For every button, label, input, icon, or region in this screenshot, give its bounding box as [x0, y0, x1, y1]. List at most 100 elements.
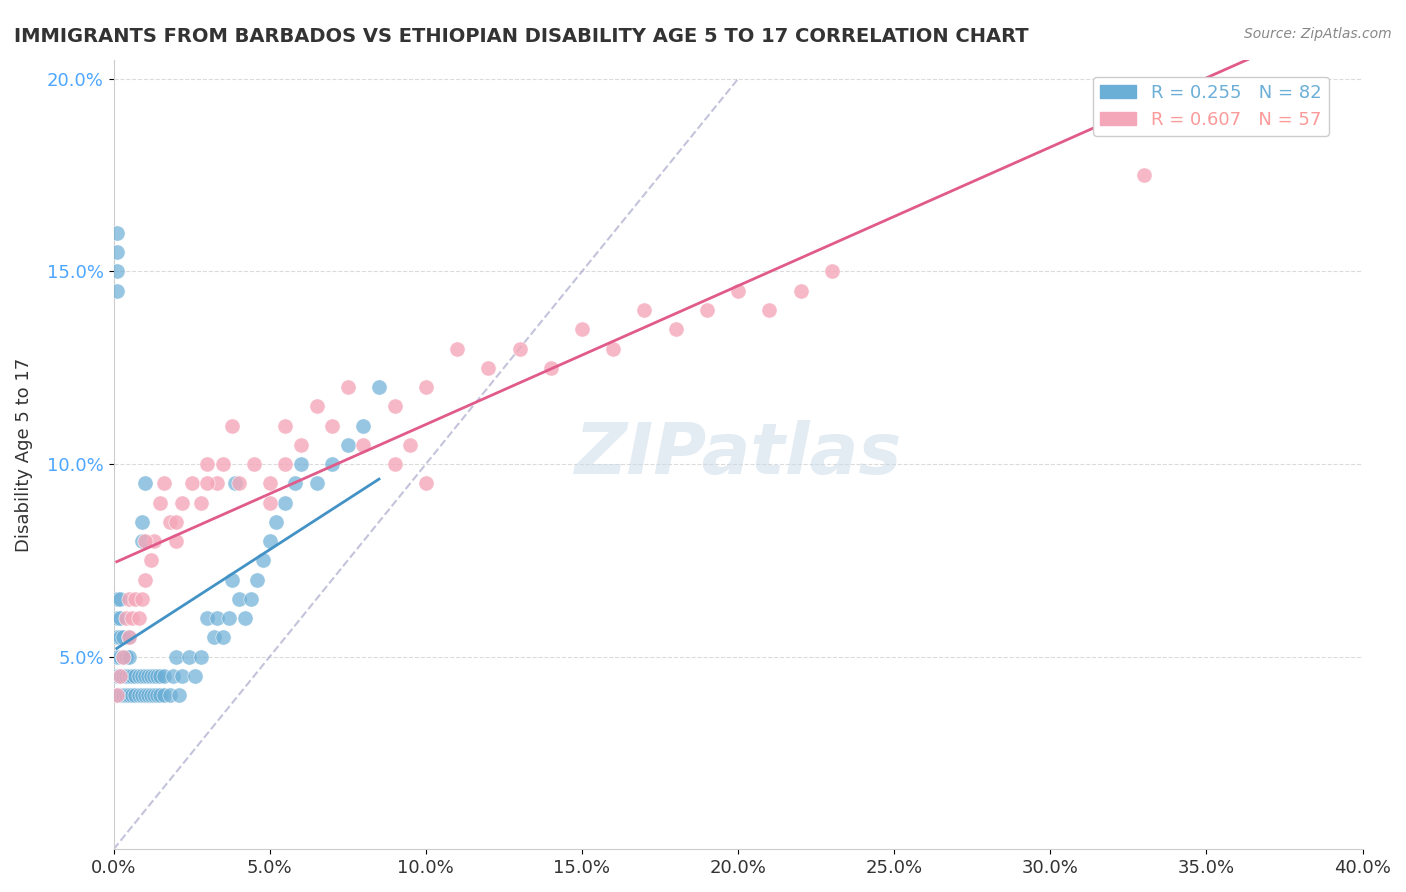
Point — [143, 669, 166, 683]
Point — [143, 534, 166, 549]
Point — [221, 573, 243, 587]
Point — [415, 476, 437, 491]
Point — [105, 264, 128, 278]
Point — [152, 688, 174, 702]
Point — [105, 245, 128, 260]
Point — [172, 669, 194, 683]
Point — [195, 476, 218, 491]
Point — [111, 631, 134, 645]
Point — [259, 495, 281, 509]
Point — [205, 476, 228, 491]
Point — [212, 631, 235, 645]
Text: ZIPatlas: ZIPatlas — [575, 420, 901, 489]
Point — [274, 457, 297, 471]
Point — [633, 303, 655, 318]
Point — [228, 591, 250, 606]
Point — [131, 669, 153, 683]
Point — [108, 669, 131, 683]
Point — [115, 649, 138, 664]
Point — [121, 669, 143, 683]
Point — [415, 380, 437, 394]
Point — [284, 476, 307, 491]
Point — [177, 649, 200, 664]
Point — [352, 438, 374, 452]
Point — [105, 669, 128, 683]
Point — [118, 591, 141, 606]
Point — [190, 649, 212, 664]
Point — [509, 342, 531, 356]
Point — [789, 284, 811, 298]
Point — [384, 457, 406, 471]
Point — [540, 360, 562, 375]
Point — [202, 631, 225, 645]
Point — [152, 669, 174, 683]
Point — [108, 611, 131, 625]
Point — [131, 591, 153, 606]
Point — [111, 649, 134, 664]
Point — [274, 495, 297, 509]
Point — [118, 631, 141, 645]
Point — [124, 669, 146, 683]
Point — [571, 322, 593, 336]
Point — [205, 611, 228, 625]
Point — [111, 688, 134, 702]
Point — [108, 631, 131, 645]
Point — [252, 553, 274, 567]
Point — [165, 534, 187, 549]
Point — [384, 399, 406, 413]
Point — [172, 495, 194, 509]
Point — [128, 688, 150, 702]
Point — [134, 534, 156, 549]
Point — [105, 591, 128, 606]
Point — [134, 688, 156, 702]
Point — [115, 669, 138, 683]
Text: Source: ZipAtlas.com: Source: ZipAtlas.com — [1244, 27, 1392, 41]
Point — [115, 611, 138, 625]
Point — [121, 611, 143, 625]
Point — [108, 688, 131, 702]
Point — [131, 515, 153, 529]
Point — [139, 553, 162, 567]
Point — [240, 591, 263, 606]
Point — [243, 457, 266, 471]
Point — [233, 611, 256, 625]
Point — [221, 418, 243, 433]
Point — [602, 342, 624, 356]
Point — [118, 649, 141, 664]
Point — [105, 611, 128, 625]
Point — [190, 495, 212, 509]
Point — [108, 591, 131, 606]
Point — [111, 649, 134, 664]
Point — [665, 322, 688, 336]
Point — [105, 688, 128, 702]
Point — [336, 380, 359, 394]
Point — [108, 669, 131, 683]
Point — [149, 688, 172, 702]
Point — [134, 573, 156, 587]
Point — [399, 438, 422, 452]
Point — [290, 457, 312, 471]
Point — [131, 688, 153, 702]
Point — [1133, 168, 1156, 182]
Point — [152, 476, 174, 491]
Y-axis label: Disability Age 5 to 17: Disability Age 5 to 17 — [15, 358, 32, 551]
Point — [149, 669, 172, 683]
Point — [139, 688, 162, 702]
Point — [115, 688, 138, 702]
Point — [446, 342, 468, 356]
Point — [352, 418, 374, 433]
Point — [124, 688, 146, 702]
Point — [159, 515, 181, 529]
Point — [165, 515, 187, 529]
Point — [146, 688, 169, 702]
Point — [290, 438, 312, 452]
Point — [321, 457, 343, 471]
Point — [696, 303, 718, 318]
Point — [105, 649, 128, 664]
Point — [139, 669, 162, 683]
Point — [274, 418, 297, 433]
Point — [821, 264, 844, 278]
Point — [121, 688, 143, 702]
Text: IMMIGRANTS FROM BARBADOS VS ETHIOPIAN DISABILITY AGE 5 TO 17 CORRELATION CHART: IMMIGRANTS FROM BARBADOS VS ETHIOPIAN DI… — [14, 27, 1029, 45]
Point — [246, 573, 269, 587]
